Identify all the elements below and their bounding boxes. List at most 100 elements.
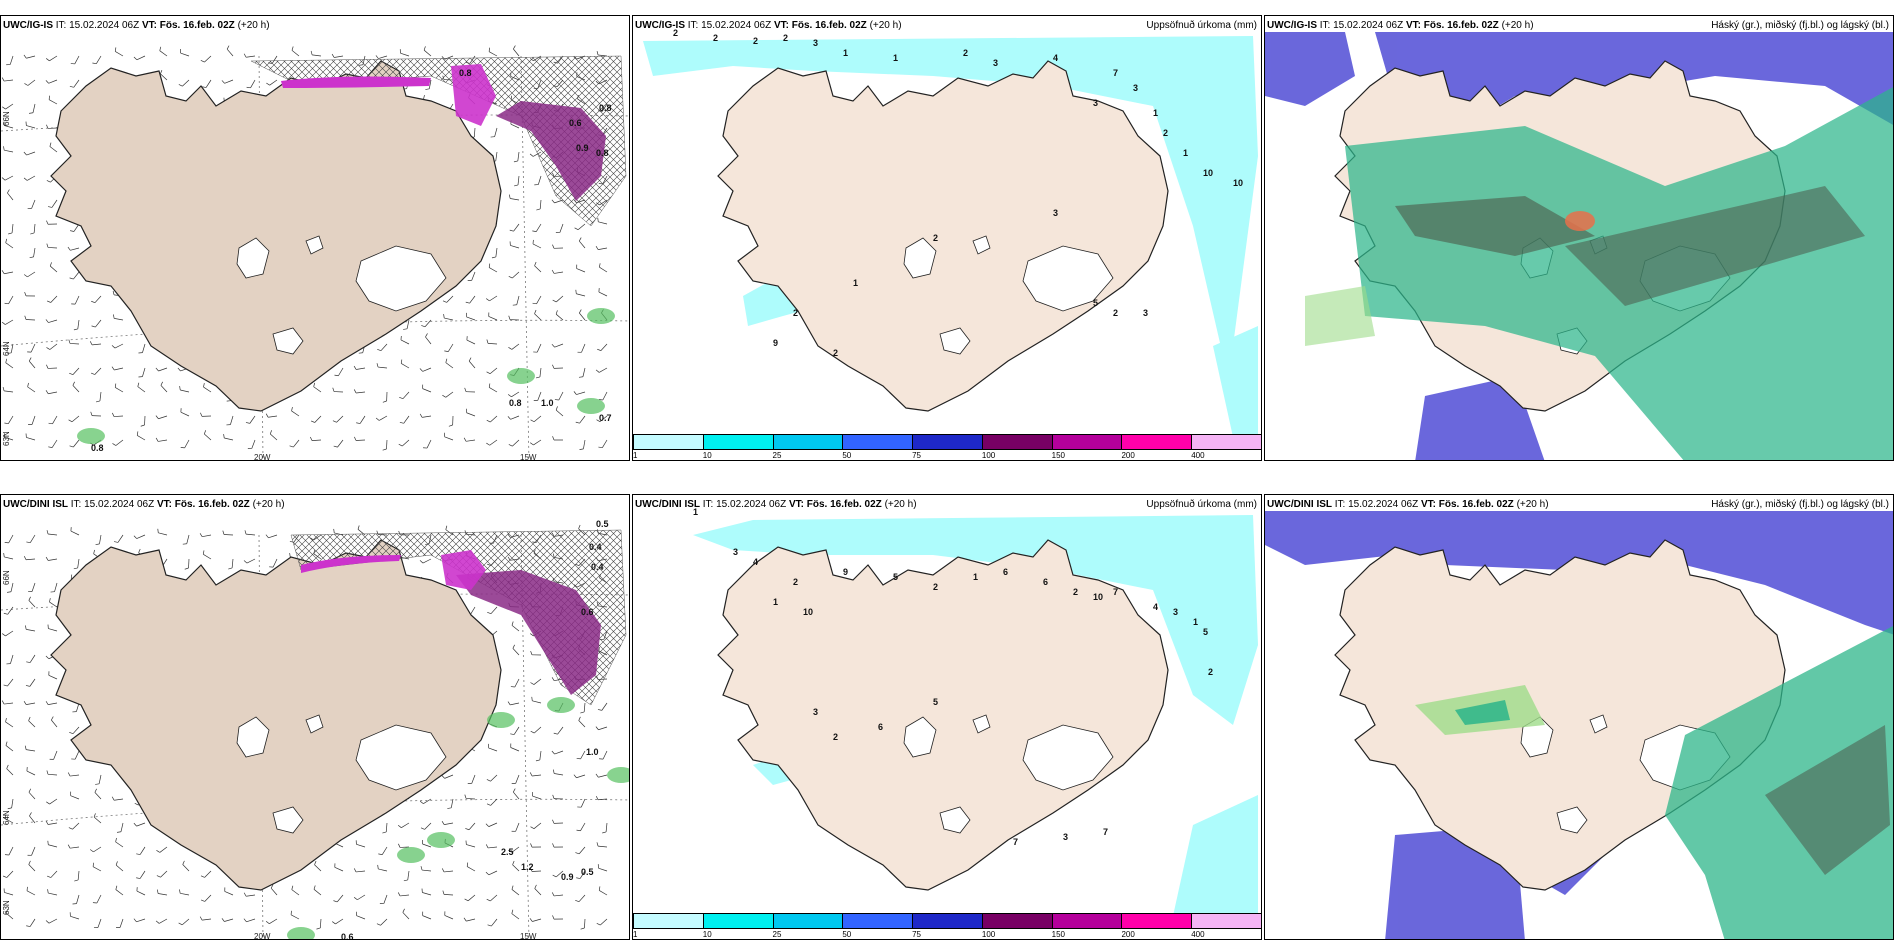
legend-swatch [842, 434, 914, 450]
wind-barb [378, 55, 388, 59]
wind-barb [512, 860, 515, 865]
panel-wind-ig[interactable]: UWC/IG-IS IT: 15.02.2024 06Z VT: Fös. 16… [0, 15, 630, 461]
wind-barb [598, 886, 601, 891]
wind-barb [578, 237, 582, 242]
wind-barb [114, 47, 117, 52]
wind-barb [356, 843, 366, 848]
wind-map: 0.5 0.4 0.4 0.6 1.0 2.5 1.2 0.9 0.5 0.6 [1, 519, 629, 939]
wind-barb [537, 391, 542, 401]
wind-barb [72, 385, 80, 393]
wind-barb [513, 223, 520, 232]
panel-precip-dini[interactable]: UWC/DINI ISL IT: 15.02.2024 06Z VT: Fös.… [632, 494, 1262, 940]
wind-barb [202, 550, 205, 555]
wind-barb [158, 367, 168, 372]
wind-barb [48, 422, 53, 425]
wind-barb [599, 266, 608, 273]
lead-time: (+20 h) [869, 20, 902, 31]
wind-barb [422, 915, 432, 920]
wind-barb [46, 180, 51, 183]
wind-barb [180, 411, 190, 417]
wind-barb [140, 424, 145, 427]
wind-barb [137, 435, 146, 441]
wind-barb [48, 558, 58, 561]
wind-barb [114, 798, 124, 801]
valid-time: Fös. 16.feb. 02Z [159, 20, 235, 31]
legend-tick: 100 [981, 930, 996, 939]
panel-precip-ig[interactable]: UWC/IG-IS IT: 15.02.2024 06Z VT: Fös. 16… [632, 15, 1262, 461]
glacier [272, 806, 304, 834]
wind-barb [376, 923, 381, 926]
wind-barb [31, 199, 36, 209]
high-cloud-area [1265, 511, 1893, 635]
wind-barb [530, 442, 534, 446]
issue-time: 15.02.2024 06Z [1348, 499, 1419, 510]
precip-value: 4 [753, 557, 758, 567]
iceland [50, 539, 502, 891]
wind-barb [136, 890, 146, 896]
panel-cloud-ig[interactable]: UWC/IG-IS IT: 15.02.2024 06Z VT: Fös. 16… [1264, 15, 1894, 461]
wind-barb [485, 823, 490, 827]
precip-value: 10 [1233, 178, 1243, 188]
legend-tick: 75 [912, 930, 922, 939]
snow-core [441, 550, 486, 590]
wind-barb [73, 328, 78, 331]
wind-barb [32, 103, 36, 113]
precip-value: 2 [833, 348, 838, 358]
wind-barb [495, 151, 498, 161]
wind-barb [26, 151, 36, 156]
wind-barb [489, 367, 498, 374]
wind-barb [95, 400, 101, 403]
wind-barb [5, 103, 14, 110]
wind-barb [488, 822, 498, 827]
wind-barb [120, 822, 124, 832]
wind-barb [45, 820, 49, 825]
mid-low-cloud [1415, 626, 1893, 939]
wind-barb [5, 630, 14, 637]
cloud-map [1265, 32, 1893, 460]
wind-barb [4, 422, 9, 425]
wind-barb [93, 846, 102, 853]
wind-barb [142, 343, 146, 353]
wind-barb [510, 198, 520, 201]
wind-barb [599, 263, 601, 268]
panel-wind-dini[interactable]: UWC/DINI ISL IT: 15.02.2024 06Z VT: Fös.… [0, 494, 630, 940]
issue-label: IT: [687, 20, 699, 31]
issue-time: 15.02.2024 06Z [69, 20, 140, 31]
wind-barb [444, 822, 454, 825]
precip-title: Uppsöfnuð úrkoma (mm) [1146, 499, 1257, 510]
lon-label: 20W [254, 932, 271, 940]
wind-barb [539, 750, 542, 760]
wind-barb [46, 530, 49, 535]
valid-label: VT: [141, 20, 157, 31]
precip-value: 3 [733, 547, 738, 557]
wind-barb [530, 682, 535, 685]
wind-barb [494, 127, 498, 137]
wind-barb [578, 716, 581, 721]
issue-time: 15.02.2024 06Z [716, 499, 787, 510]
wind-barb [89, 849, 94, 853]
wind-barb [155, 415, 159, 419]
wind-barb [269, 918, 278, 925]
wind-barb [598, 367, 608, 373]
wind-barb [49, 146, 58, 153]
wind-barb [70, 530, 80, 536]
wind-barb [598, 845, 608, 848]
valid-label: VT: [1420, 499, 1436, 510]
wind-barb [535, 759, 540, 762]
wind-barb [268, 415, 278, 418]
wind-barb [334, 867, 344, 872]
wind-barb [28, 788, 32, 793]
wind-barb [46, 300, 51, 303]
wind-barb [224, 79, 234, 84]
wind-barb [598, 726, 608, 731]
wind-barb [45, 655, 50, 660]
wind-barb [114, 318, 124, 321]
wind-barb [31, 846, 36, 856]
panel-cloud-dini[interactable]: UWC/DINI ISL IT: 15.02.2024 06Z VT: Fös.… [1264, 494, 1894, 940]
rain-areas [287, 697, 629, 939]
glacier [903, 716, 937, 758]
wind-barb [28, 360, 36, 369]
wind-barb [114, 367, 124, 371]
wind-barb [602, 750, 608, 760]
precip-value: 3 [1093, 98, 1098, 108]
